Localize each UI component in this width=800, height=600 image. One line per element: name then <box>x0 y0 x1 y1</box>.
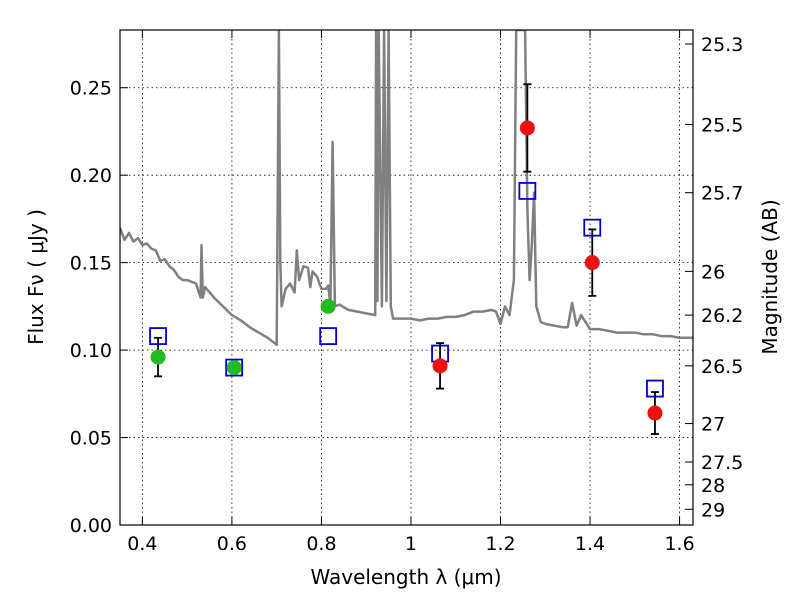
y2-axis-label: Magnitude (AB) <box>758 199 782 354</box>
x-tick-label: 0.8 <box>306 533 336 555</box>
y-tick-label: 0.10 <box>70 340 112 362</box>
model-flux-square <box>225 358 244 377</box>
x-tick-label: 1.6 <box>664 533 694 555</box>
y2-tick-label: 27 <box>701 414 725 436</box>
y2-tick-label: 25.5 <box>701 114 743 136</box>
y2-tick-label: 26.2 <box>701 305 743 327</box>
model-flux-square <box>319 327 338 345</box>
model-flux-square <box>646 379 664 398</box>
y2-tick-label: 27.5 <box>701 452 743 474</box>
x-tick-label: 0.6 <box>217 533 247 555</box>
plot-area <box>120 30 693 347</box>
model-flux-square <box>583 218 602 237</box>
plot-frame <box>119 29 694 526</box>
y2-tick-label: 26.5 <box>701 356 743 378</box>
observed-flux-point <box>432 358 448 374</box>
axis-ticks: 0.4 0.6 0.8 1 1.2 1.4 1.6 0.00 0.05 0.10 0.15 0.20 0… <box>70 30 743 555</box>
model-flux-square <box>149 327 167 345</box>
y-tick-label: 0.25 <box>70 78 112 100</box>
x-tick-label: 1 <box>405 533 417 555</box>
y2-tick-label: 28 <box>701 475 725 497</box>
y-tick-label: 0.00 <box>70 515 112 537</box>
y2-tick-label: 29 <box>701 499 725 521</box>
observed-flux-point <box>320 298 336 314</box>
observed-flux-point <box>150 349 166 365</box>
x-tick-label: 1.4 <box>575 533 605 555</box>
x-tick-label: 0.4 <box>127 533 157 555</box>
data-marks <box>149 83 664 435</box>
x-axis-label: Wavelength λ (μm) <box>310 565 501 589</box>
observed-flux-point <box>226 360 242 376</box>
y-tick-label: 0.15 <box>70 253 112 275</box>
observed-flux-point <box>584 255 600 271</box>
observed-flux-point <box>647 405 663 421</box>
grid-lines <box>120 30 693 526</box>
model-flux-square <box>518 182 537 200</box>
observed-flux-point <box>519 120 535 136</box>
y2-tick-label: 25.3 <box>701 34 743 56</box>
y-tick-label: 0.05 <box>70 428 112 450</box>
y2-tick-label: 26 <box>701 261 725 283</box>
model-spectrum-line <box>120 30 693 347</box>
y-axis-label: Flux Fν ( μJy ) <box>24 209 48 345</box>
y2-tick-label: 25.7 <box>701 183 743 205</box>
x-tick-label: 1.2 <box>485 533 515 555</box>
y-tick-label: 0.20 <box>70 165 112 187</box>
